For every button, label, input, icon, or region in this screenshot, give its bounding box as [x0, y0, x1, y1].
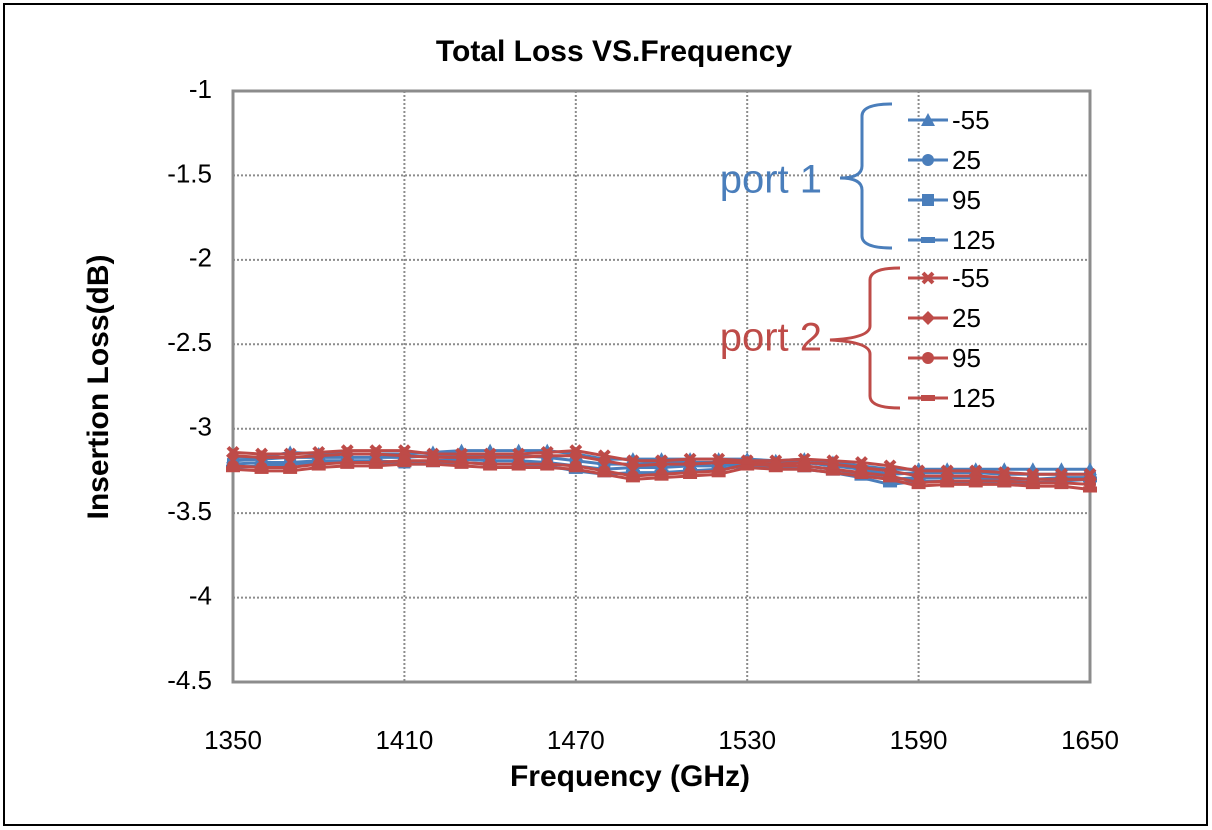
marker: [283, 467, 298, 474]
marker: [283, 450, 298, 465]
x-axis-title: Frequency (GHz): [510, 760, 750, 793]
legend-brace: [839, 102, 893, 250]
marker: [1083, 486, 1097, 493]
marker: [540, 464, 555, 471]
marker: [254, 450, 269, 465]
series-layer: [226, 443, 1097, 493]
marker: [654, 457, 669, 472]
x-tick-label: 1410: [375, 725, 433, 755]
marker: [911, 483, 926, 490]
marker: [683, 472, 698, 479]
marker: [397, 461, 412, 468]
marker: [711, 455, 726, 470]
y-tick-label: -2: [189, 243, 212, 273]
marker: [922, 194, 934, 206]
marker: [625, 476, 640, 483]
marker: [340, 447, 355, 462]
marker: [597, 453, 612, 468]
marker: [454, 462, 469, 469]
marker: [711, 471, 726, 478]
y-axis-title: Insertion Loss(dB): [82, 254, 115, 519]
marker: [921, 395, 935, 401]
marker: [740, 464, 755, 471]
legend-label: 125: [952, 225, 995, 255]
marker: [568, 448, 583, 463]
marker: [1025, 483, 1040, 490]
x-tick-label: 1470: [547, 725, 605, 755]
marker: [311, 464, 326, 471]
marker: [921, 271, 935, 285]
y-tick-label: -3.5: [167, 496, 212, 526]
x-tick-label: 1650: [1061, 725, 1119, 755]
marker: [483, 464, 498, 471]
marker: [311, 448, 326, 463]
marker: [226, 448, 240, 463]
x-tick-label: 1530: [718, 725, 776, 755]
legend-label: 95: [952, 343, 981, 373]
legend-label: 25: [952, 303, 981, 333]
marker: [921, 311, 935, 325]
y-tick-label: -1.5: [167, 158, 212, 188]
marker: [511, 464, 526, 471]
marker: [883, 481, 898, 488]
legend: -55 25 95 125 -55 25 95 125: [908, 105, 995, 413]
marker: [625, 458, 640, 473]
chart-title: Total Loss VS.Frequency: [436, 35, 793, 68]
marker: [922, 352, 934, 364]
marker: [368, 462, 383, 469]
y-tick-label: -2.5: [167, 327, 212, 357]
marker: [568, 466, 583, 473]
marker: [654, 474, 669, 481]
y-tick-label: -4.5: [167, 665, 212, 695]
legend-group-label: port 2: [720, 316, 822, 360]
legend-label: 25: [952, 145, 981, 175]
marker: [540, 448, 555, 463]
marker: [825, 469, 840, 476]
marker: [254, 467, 269, 474]
marker: [997, 481, 1012, 488]
y-tick-label: -1: [189, 74, 212, 104]
y-tick-label: -3: [189, 412, 212, 442]
marker: [340, 462, 355, 469]
marker: [368, 447, 383, 462]
marker: [1054, 483, 1069, 490]
legend-label: -55: [952, 105, 990, 135]
marker: [883, 476, 898, 483]
marker: [797, 466, 812, 473]
chart-frame: [3, 3, 1208, 826]
legend-brace: [829, 266, 901, 410]
marker: [597, 471, 612, 478]
marker: [921, 113, 935, 126]
legend-label: -55: [952, 263, 990, 293]
plot-frame: [231, 89, 1092, 684]
x-tick-label: 1350: [204, 725, 262, 755]
legend-label: 125: [952, 383, 995, 413]
marker: [425, 461, 440, 468]
y-tick-label: -4: [189, 580, 212, 610]
marker: [854, 472, 869, 479]
legend-group-label: port 1: [720, 158, 822, 202]
marker: [968, 481, 983, 488]
marker: [768, 466, 783, 473]
x-tick-label: 1590: [890, 725, 948, 755]
marker: [683, 457, 698, 472]
marker: [922, 154, 934, 166]
marker: [921, 237, 935, 243]
marker: [226, 466, 240, 473]
marker: [940, 481, 955, 488]
legend-label: 95: [952, 185, 981, 215]
